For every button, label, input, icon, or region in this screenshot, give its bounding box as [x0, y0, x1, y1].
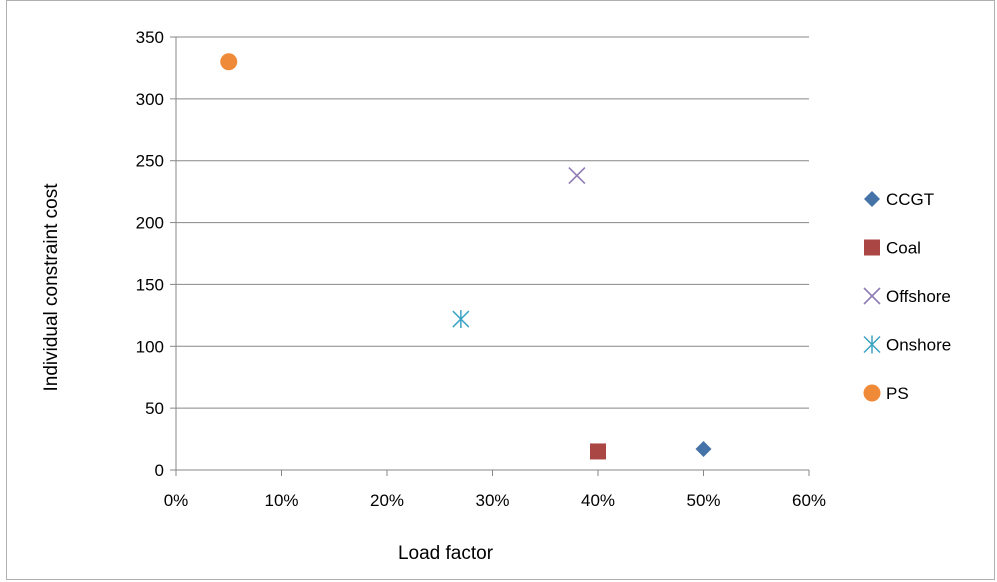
- chart-frame: 0 50 100 150 200 250 300 350 0% 10% 20% 30% 40% 50% 60…: [6, 0, 995, 580]
- y-tick-label: 200: [136, 214, 164, 233]
- y-tick-label: 50: [145, 399, 164, 418]
- legend-marker-ps: [863, 384, 881, 402]
- y-tick-label: 150: [136, 275, 164, 294]
- legend-label-ccgt: CCGT: [886, 190, 934, 209]
- data-point-offshore: [568, 166, 586, 185]
- legend-label-ps: PS: [886, 384, 909, 403]
- x-tick-label: 50%: [686, 491, 720, 510]
- legend-label-coal: Coal: [886, 239, 921, 258]
- x-axis-title: Load factor: [398, 543, 494, 564]
- x-tick-label: 30%: [475, 491, 509, 510]
- x-tick-label: 0%: [164, 491, 189, 510]
- y-tick-label: 300: [136, 90, 164, 109]
- y-tick-label: 0: [155, 461, 164, 480]
- legend-label-offshore: Offshore: [886, 287, 951, 306]
- data-point-ps: [220, 53, 238, 71]
- x-tick-label: 60%: [792, 491, 826, 510]
- data-point-ccgt: [695, 440, 712, 457]
- y-tick-label: 350: [136, 28, 164, 47]
- x-tick-label: 20%: [370, 491, 404, 510]
- x-tick-label: 40%: [581, 491, 615, 510]
- legend-label-onshore: Onshore: [886, 336, 951, 355]
- x-tick-label: 10%: [264, 491, 298, 510]
- data-point-onshore: [452, 310, 470, 329]
- legend-marker-coal: [864, 239, 880, 256]
- y-axis-title: Individual constraint cost: [41, 183, 62, 392]
- data-point-coal: [590, 443, 606, 460]
- legend-marker-onshore: [863, 335, 881, 354]
- legend-marker-offshore: [863, 287, 881, 305]
- legend-marker-ccgt: [864, 191, 880, 207]
- y-tick-label: 100: [136, 337, 164, 356]
- y-tick-label: 250: [136, 152, 164, 171]
- scatter-chart: 0 50 100 150 200 250 300 350 0% 10% 20% 30% 40% 50% 60…: [41, 28, 951, 564]
